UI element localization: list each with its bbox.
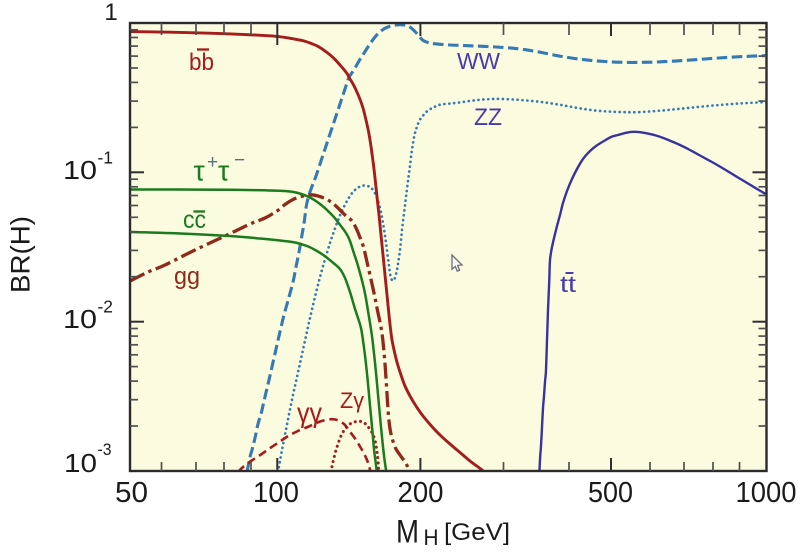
svg-text:τ: τ <box>218 156 230 188</box>
svg-text:10: 10 <box>64 450 97 478</box>
svg-text:H: H <box>424 525 439 550</box>
svg-text:M: M <box>396 514 419 550</box>
svg-text:10: 10 <box>63 306 97 334</box>
svg-text:cc: cc <box>183 206 206 234</box>
svg-text:tt: tt <box>560 271 577 297</box>
svg-text:τ: τ <box>194 156 206 188</box>
svg-text:10: 10 <box>63 157 97 185</box>
svg-text:+: + <box>207 152 218 173</box>
svg-text:ZZ: ZZ <box>474 104 502 131</box>
svg-text:1: 1 <box>104 0 117 26</box>
svg-text:[GeV]: [GeV] <box>444 519 510 546</box>
svg-text:50: 50 <box>115 477 148 509</box>
svg-text:-2: -2 <box>98 297 114 317</box>
svg-text:Zγ: Zγ <box>340 388 364 413</box>
svg-text:WW: WW <box>457 48 500 74</box>
svg-text:gg: gg <box>174 263 200 290</box>
svg-text:100: 100 <box>253 477 299 509</box>
svg-text:bb: bb <box>189 49 214 76</box>
svg-text:-1: -1 <box>98 148 114 168</box>
svg-text:200: 200 <box>398 477 444 509</box>
svg-text:−: − <box>234 150 245 171</box>
svg-text:500: 500 <box>588 477 633 509</box>
svg-text:γγ: γγ <box>297 397 322 428</box>
svg-text:BR(H): BR(H) <box>6 216 36 293</box>
svg-text:-3: -3 <box>98 440 112 459</box>
svg-text:1000: 1000 <box>736 477 797 509</box>
